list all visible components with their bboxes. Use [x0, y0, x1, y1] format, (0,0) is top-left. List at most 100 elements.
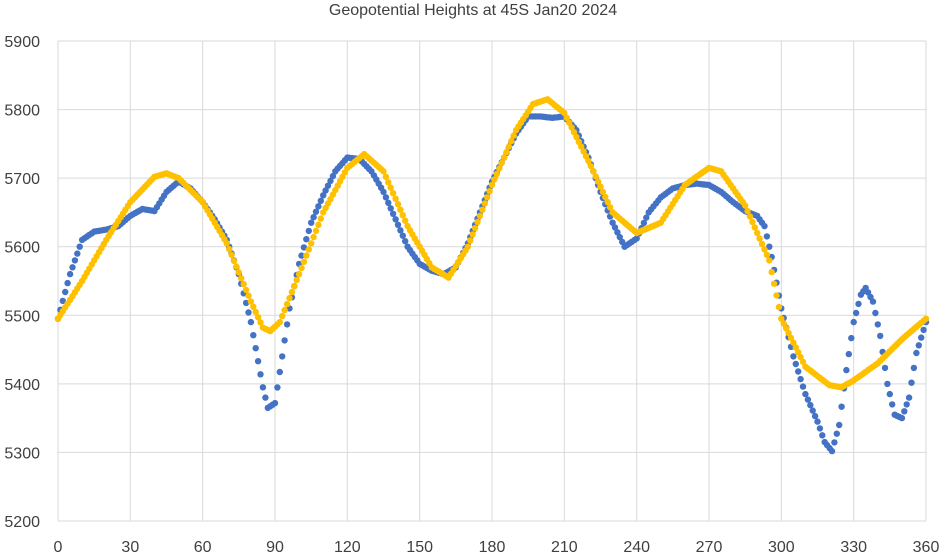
series-2-point [606, 204, 614, 211]
series-2-point [486, 188, 493, 195]
series-1-point [392, 216, 399, 223]
series-1-point [242, 299, 250, 307]
series-2-point [580, 148, 587, 155]
series-2-point [575, 138, 582, 145]
series-2-point [797, 353, 804, 361]
chart-title: Geopotential Heights at 45S Jan20 2024 [328, 2, 618, 19]
series-1-point [640, 219, 648, 227]
series-2-point [476, 212, 484, 220]
series-2-point [283, 300, 291, 308]
series-1-point [616, 233, 623, 241]
series-1-point [633, 235, 640, 242]
series-1-point [59, 297, 66, 305]
series-2-point [597, 183, 604, 190]
series-2-point [493, 170, 500, 178]
series-2-point [563, 114, 570, 122]
series-1-point [833, 430, 840, 437]
x-tick-label: 360 [913, 539, 940, 556]
series-1-point [889, 401, 896, 408]
series-1-point [766, 243, 773, 250]
series-2-point [503, 148, 510, 156]
series-2-point [742, 202, 749, 209]
series-1-point [312, 208, 320, 215]
series-2-point [756, 235, 763, 242]
series-2-point [599, 188, 607, 196]
series-2-point [293, 276, 300, 284]
series-2-point [604, 198, 611, 206]
series-1-point [790, 353, 797, 360]
series-2-point [561, 109, 568, 117]
series-1-point [320, 192, 327, 199]
series-1-point [761, 222, 768, 230]
series-1-point [69, 264, 76, 271]
series-1-point [64, 279, 71, 287]
series-1-point [816, 425, 824, 432]
series-2-point [744, 207, 751, 215]
series-1-point [814, 418, 821, 425]
series-1-point [387, 205, 394, 212]
series-2-point [799, 358, 807, 366]
series-2-point [484, 194, 491, 201]
series-2-point [766, 257, 773, 264]
series-2-point [397, 206, 404, 213]
x-tick-label: 270 [696, 539, 723, 556]
series-2-point [298, 264, 305, 272]
series-1-point [848, 334, 855, 342]
series-1-point [799, 383, 807, 390]
series-1-point [920, 326, 927, 334]
x-tick-label: 150 [406, 539, 433, 556]
series-2-point [592, 173, 599, 180]
series-1-point [315, 203, 322, 210]
series-2-point [922, 315, 930, 322]
series-2-point [570, 129, 578, 136]
series-1-point [305, 227, 312, 235]
series-1-point [247, 318, 255, 326]
series-1-point [828, 447, 836, 455]
x-tick-label: 0 [54, 539, 63, 556]
series-2-point [399, 212, 406, 219]
series-1-point [918, 334, 925, 341]
series-1-point [271, 399, 279, 407]
series-1-point [327, 177, 334, 185]
series-1-point [811, 412, 819, 420]
series-2-point [305, 246, 312, 253]
series-1-point [877, 332, 884, 340]
series-2-point [312, 227, 320, 235]
y-tick-label: 5900 [4, 34, 40, 51]
series-1-point [609, 219, 616, 226]
series-2-point [467, 237, 474, 244]
series-2-point [281, 306, 288, 314]
series-1-point [245, 309, 252, 316]
series-1-point [903, 401, 910, 408]
series-1-point [262, 394, 269, 401]
series-1-point [281, 337, 288, 344]
series-1-point [259, 384, 267, 391]
series-1-point [74, 250, 81, 257]
series-2-point [568, 124, 575, 131]
series-2-points [54, 96, 930, 391]
series-1-point [61, 288, 69, 296]
series-1-point [250, 332, 257, 339]
series-2-point [775, 303, 783, 311]
series-1-point [329, 172, 337, 180]
series-2-point [315, 221, 322, 228]
series-2-point [279, 312, 286, 320]
y-tick-label: 5600 [4, 240, 40, 257]
series-1-point [399, 232, 406, 239]
x-tick-label: 180 [479, 539, 506, 556]
series-2-point [758, 240, 766, 248]
series-2-point [770, 280, 778, 287]
series-2-point [773, 292, 780, 299]
series-1-point [66, 270, 74, 278]
series-1-point [614, 229, 621, 236]
series-2-point [402, 217, 409, 224]
series-2-point [226, 245, 233, 253]
series-2-point [257, 319, 264, 326]
series-1-point [836, 421, 843, 429]
series-2-point [780, 320, 787, 327]
series-1-point [254, 358, 262, 365]
series-1-point [303, 236, 310, 243]
x-axis-tick-labels: 0 30 60 90 120 150 180 210 240 270 300 330 360 [54, 539, 940, 556]
series-2-point [479, 206, 486, 213]
